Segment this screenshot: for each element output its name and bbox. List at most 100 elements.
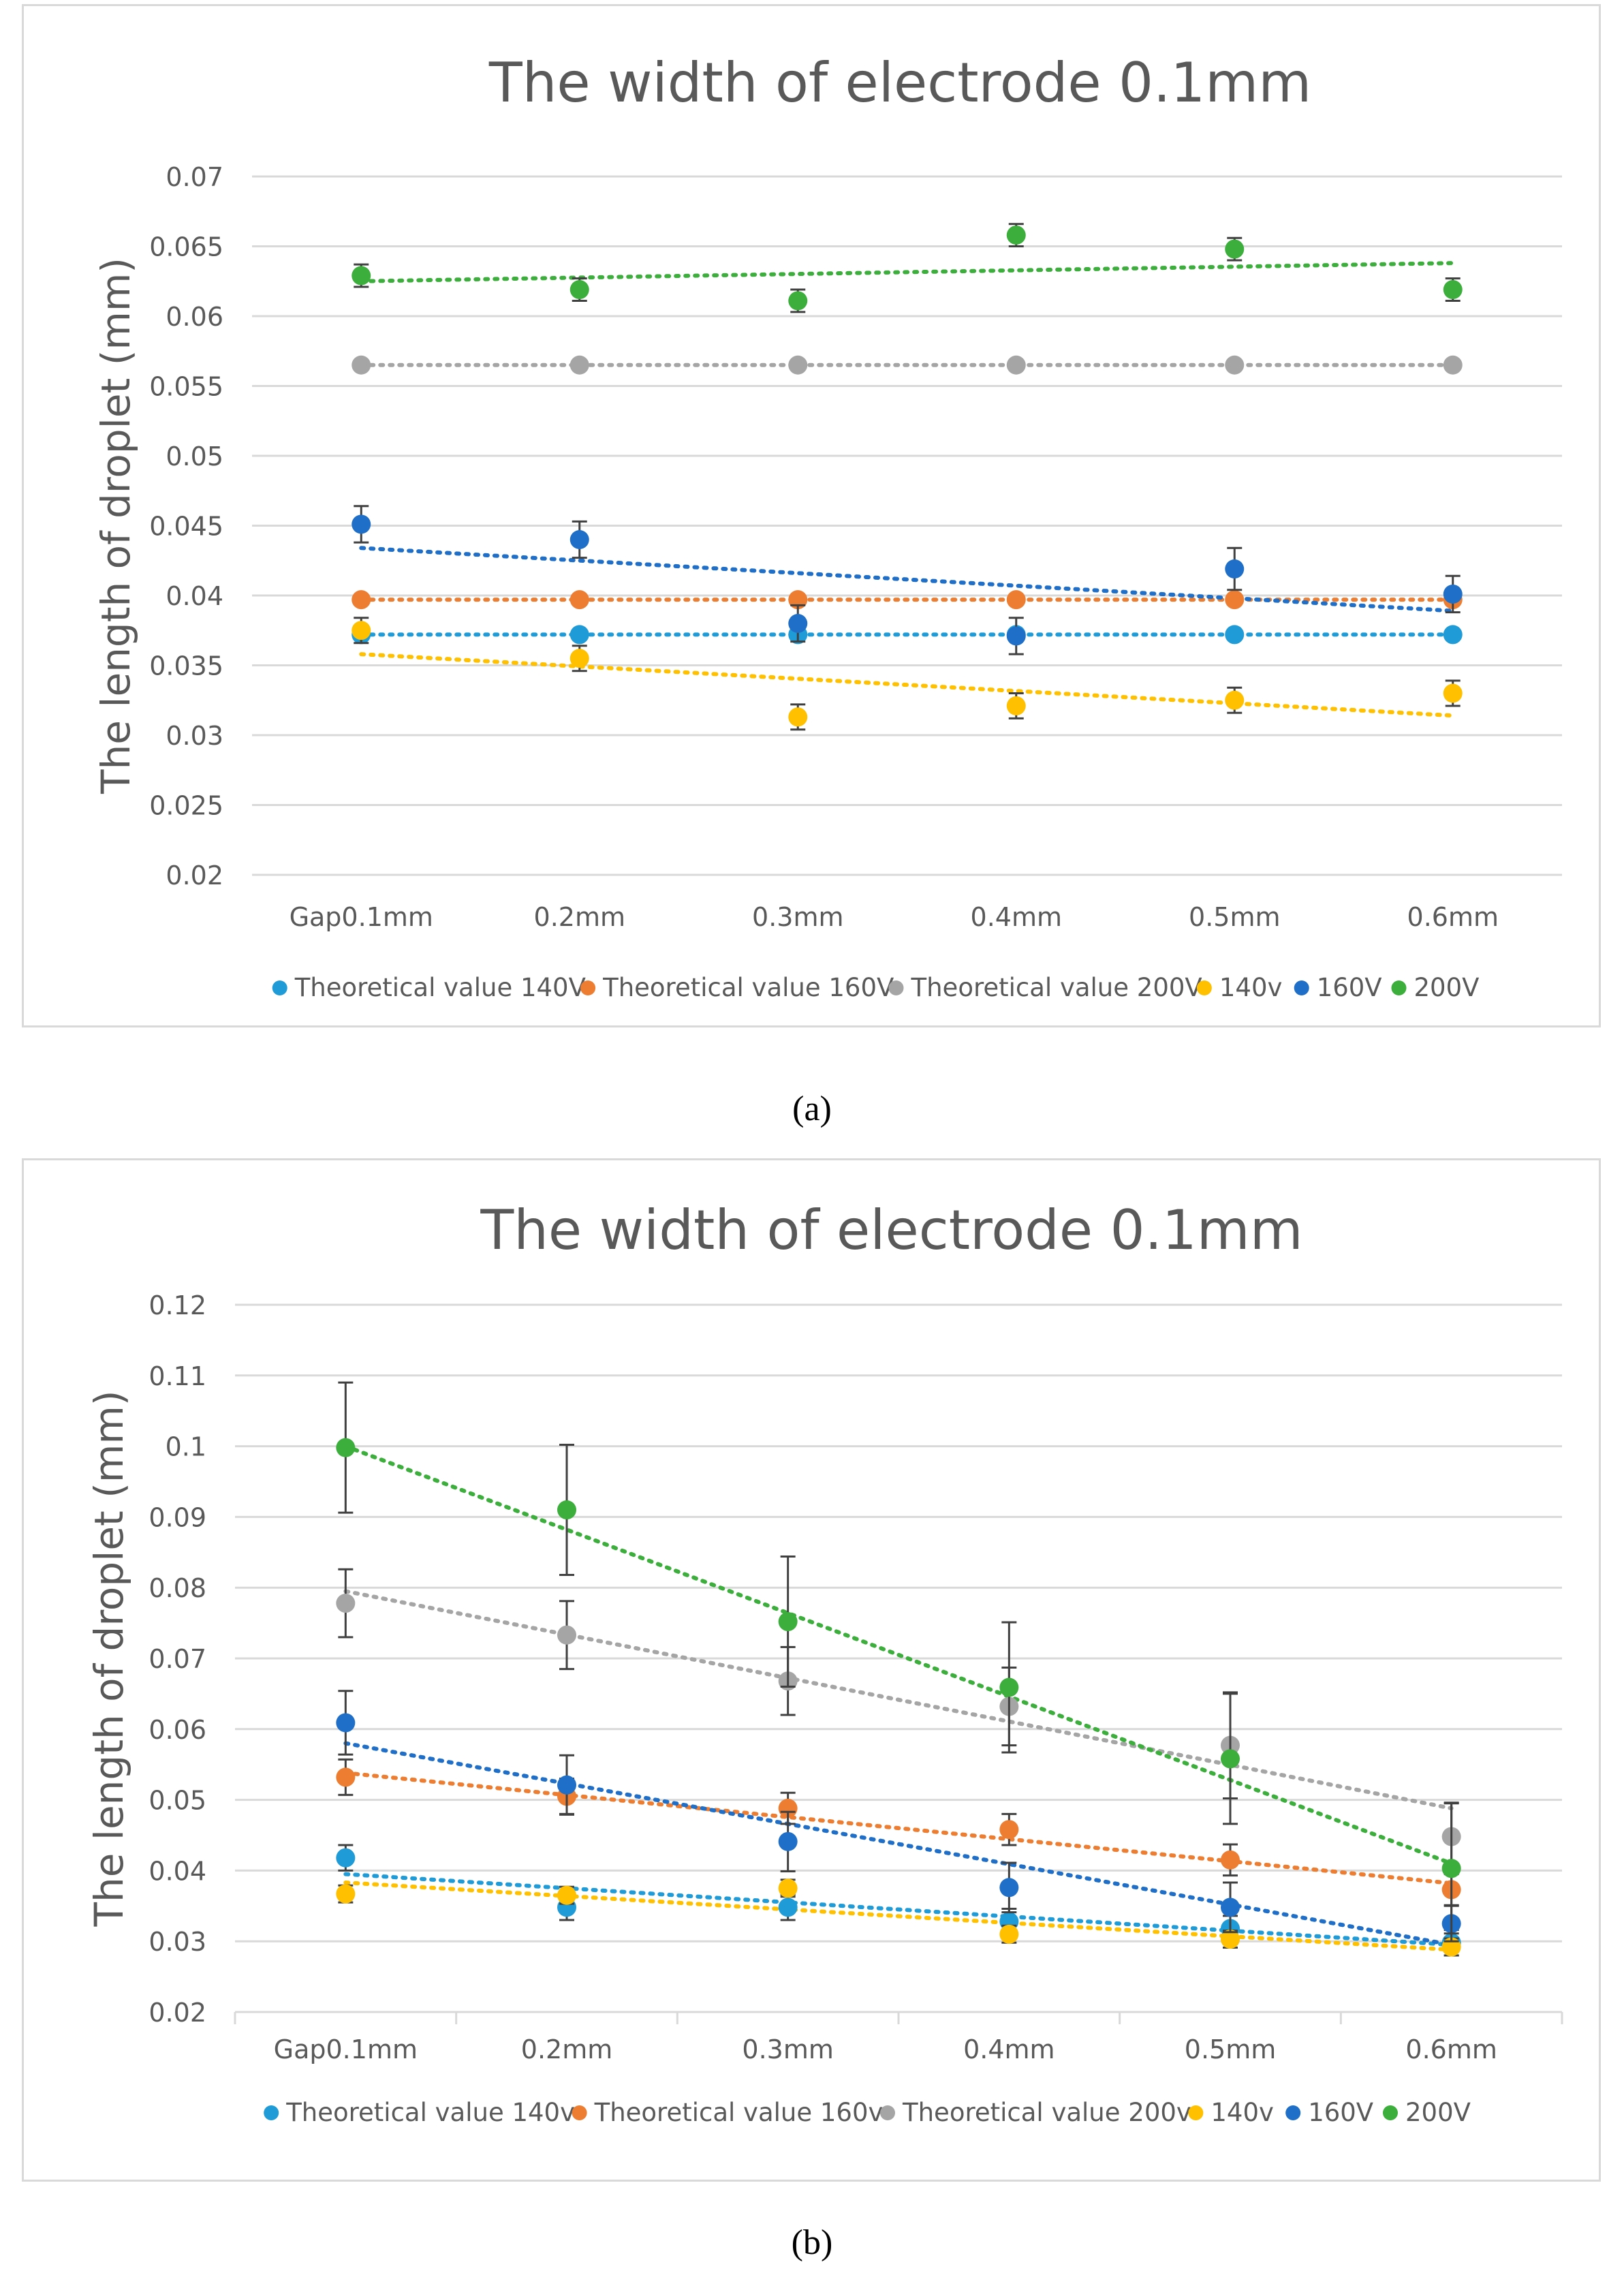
chart-a-point-5	[788, 291, 808, 311]
chart-a-legend-marker-2	[888, 980, 904, 995]
chart-a-y-tick-label: 0.04	[166, 581, 223, 611]
chart-b-point-5	[557, 1500, 576, 1520]
chart-b-point-4	[778, 1831, 798, 1851]
chart-a-legend-label-0: Theoretical value 140V	[294, 973, 586, 1002]
chart-a-legend-marker-0	[272, 980, 287, 995]
chart-a-point-2	[1443, 355, 1463, 375]
chart-a-point-5	[1006, 226, 1026, 245]
chart-b-y-tick-label: 0.1	[166, 1432, 206, 1462]
chart-b-x-tick-label: 0.6mm	[1405, 2034, 1497, 2064]
chart-b-y-tick-label: 0.03	[149, 1927, 206, 1957]
chart-b-trendline-2	[343, 1589, 1454, 1811]
chart-panel-b: The width of electrode 0.1mm 0.02 0.03 0.04…	[22, 1158, 1601, 2182]
chart-b-y-tick-label: 0.04	[149, 1856, 206, 1886]
chart-a-y-tick-label: 0.06	[166, 302, 223, 332]
chart-a-trendline-3	[359, 652, 1455, 718]
chart-b-trendline-3	[343, 1881, 1454, 1952]
chart-b-legend-label-4: 160V	[1308, 2098, 1373, 2127]
chart-a-legend-label-4: 160V	[1317, 973, 1382, 1002]
chart-b-x-tick-label: 0.5mm	[1185, 2034, 1276, 2064]
chart-b-point-1	[336, 1767, 356, 1787]
chart-a-y-tick-label: 0.07	[166, 162, 223, 192]
chart-b-trendline-1	[343, 1771, 1454, 1886]
chart-a-point-4	[569, 530, 589, 549]
chart-b-y-tick-label: 0.12	[149, 1290, 206, 1320]
chart-b-title: The width of electrode 0.1mm	[480, 1198, 1302, 1262]
chart-b-point-4	[999, 1878, 1019, 1898]
chart-b-point-3	[1221, 1930, 1240, 1949]
chart-b-y-tick-label: 0.02	[149, 1998, 206, 2028]
chart-a-legend-marker-5	[1391, 980, 1407, 995]
chart-a-point-4	[1225, 559, 1245, 579]
chart-b-legend-marker-1	[572, 2105, 587, 2120]
chart-b-point-3	[778, 1878, 798, 1898]
chart-b-x-tick-label: Gap0.1mm	[274, 2034, 418, 2064]
chart-b-point-3	[336, 1884, 356, 1904]
chart-a-y-tick-label: 0.02	[166, 861, 223, 891]
chart-b-x-tick-label: 0.2mm	[521, 2034, 612, 2064]
chart-a-point-5	[352, 266, 371, 285]
chart-a-point-0	[1225, 625, 1245, 645]
chart-a-x-tick-label: 0.2mm	[534, 902, 625, 932]
chart-a-point-0	[569, 625, 589, 645]
chart-a-point-2	[788, 355, 808, 375]
chart-a-y-tick-label: 0.055	[149, 372, 223, 402]
chart-b-legend-marker-4	[1285, 2105, 1301, 2120]
chart-b-trendline-0	[343, 1872, 1454, 1947]
chart-a-y-tick-label: 0.065	[149, 232, 223, 262]
chart-a-point-4	[1006, 626, 1026, 646]
chart-a-y-tick-label: 0.05	[166, 442, 223, 471]
chart-b-legend-marker-3	[1188, 2105, 1204, 2120]
chart-b-legend-marker-5	[1383, 2105, 1398, 2120]
chart-b-legend-label-0: Theoretical value 140v	[285, 2098, 575, 2127]
chart-a-point-5	[1225, 239, 1245, 259]
chart-b-point-4	[557, 1775, 576, 1795]
chart-a-x-tick-label: Gap0.1mm	[290, 902, 433, 932]
chart-a-legend-label-3: 140v	[1219, 973, 1283, 1002]
chart-a-point-4	[352, 514, 371, 534]
chart-a-legend-marker-4	[1294, 980, 1309, 995]
chart-panel-a: The width of electrode 0.1mm 0.02 0.025 0.0…	[22, 4, 1601, 1027]
chart-a-point-5	[569, 280, 589, 300]
chart-a-x-tick-label: 0.4mm	[971, 902, 1062, 932]
chart-b-y-tick-label: 0.09	[149, 1502, 206, 1532]
chart-b-y-tick-label: 0.11	[149, 1361, 206, 1391]
chart-b-trendline-5	[343, 1444, 1454, 1866]
chart-b-legend-label-2: Theoretical value 200v	[902, 2098, 1191, 2127]
chart-b-legend-marker-0	[264, 2105, 279, 2120]
chart-b-point-1	[778, 1799, 798, 1819]
chart-b-legend-marker-2	[880, 2105, 895, 2120]
chart-a-legend-marker-1	[580, 980, 596, 995]
chart-b-x-tick-label: 0.3mm	[742, 2034, 833, 2064]
chart-a-point-2	[1006, 355, 1026, 375]
chart-b-y-tick-label: 0.05	[149, 1786, 206, 1816]
chart-b-point-5	[1221, 1749, 1240, 1769]
chart-b-y-tick-label: 0.06	[149, 1715, 206, 1745]
chart-b-legend-label-3: 140v	[1211, 2098, 1274, 2127]
chart-b-point-3	[557, 1885, 576, 1905]
chart-a-point-2	[1225, 355, 1245, 375]
chart-a-point-2	[569, 355, 589, 375]
chart-b-point-1	[999, 1820, 1019, 1840]
chart-b-y-tick-label: 0.07	[149, 1644, 206, 1674]
chart-b-point-2	[557, 1625, 576, 1645]
chart-b-legend-label-1: Theoretical value 160v	[594, 2098, 884, 2127]
chart-a-legend-label-5: 200V	[1414, 973, 1480, 1002]
chart-a-point-1	[569, 590, 589, 610]
chart-a-x-tick-label: 0.5mm	[1189, 902, 1280, 932]
chart-a-point-3	[1225, 690, 1245, 710]
chart-a-y-tick-label: 0.045	[149, 512, 223, 542]
chart-b-point-1	[1221, 1850, 1240, 1870]
chart-a-y-axis-label: The length of droplet (mm)	[93, 258, 139, 794]
chart-a-point-1	[352, 590, 371, 610]
chart-a-legend-marker-3	[1196, 980, 1212, 995]
chart-a-x-tick-label: 0.6mm	[1407, 902, 1499, 932]
chart-b-point-3	[999, 1924, 1019, 1944]
chart-a-x-tick-label: 0.3mm	[752, 902, 843, 932]
chart-a-point-2	[352, 355, 371, 375]
chart-b-legend-label-5: 200V	[1405, 2098, 1471, 2127]
caption-b: (b)	[791, 2223, 833, 2262]
chart-b-point-5	[1441, 1859, 1461, 1878]
chart-a-point-3	[352, 621, 371, 640]
chart-b-point-0	[778, 1898, 798, 1917]
